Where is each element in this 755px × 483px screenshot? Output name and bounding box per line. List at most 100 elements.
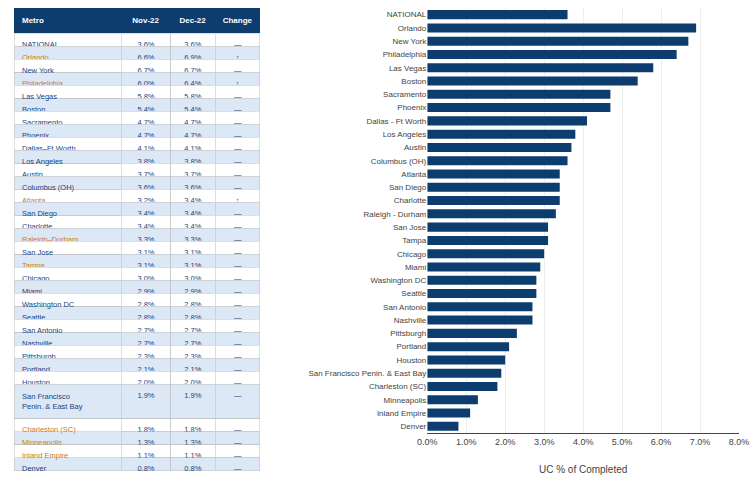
svg-text:0.8%: 0.8%	[137, 464, 154, 473]
svg-text:—: —	[234, 464, 242, 473]
svg-text:Nashville: Nashville	[394, 316, 427, 325]
svg-text:Portland: Portland	[22, 364, 50, 374]
svg-text:Houston: Houston	[396, 356, 426, 365]
svg-text:Columbus (OH): Columbus (OH)	[371, 157, 427, 166]
svg-text:Portland: Portland	[396, 342, 426, 351]
svg-text:4.0%: 4.0%	[573, 437, 594, 447]
svg-text:Raleigh - Durham: Raleigh - Durham	[364, 210, 427, 219]
svg-text:Dallas - Ft Worth: Dallas - Ft Worth	[366, 117, 426, 126]
svg-text:Sacramento: Sacramento	[383, 90, 427, 99]
svg-text:Pittsburgh: Pittsburgh	[390, 329, 426, 338]
svg-text:Nashville: Nashville	[22, 338, 53, 348]
svg-text:NATIONAL: NATIONAL	[22, 39, 59, 49]
svg-text:New York: New York	[22, 66, 54, 75]
svg-text:Chicago: Chicago	[397, 249, 427, 258]
svg-text:4.7%: 4.7%	[137, 130, 155, 140]
svg-text:Austin: Austin	[404, 143, 426, 152]
svg-text:Inland Empire: Inland Empire	[22, 451, 68, 460]
svg-text:Tampa: Tampa	[22, 260, 45, 270]
svg-text:6.6%: 6.6%	[137, 52, 155, 62]
svg-text:Atlanta: Atlanta	[401, 170, 426, 179]
svg-text:6.0%: 6.0%	[651, 437, 672, 447]
svg-text:San Francisco Penin. & East Ba: San Francisco Penin. & East Bay	[308, 369, 426, 378]
svg-text:4.7%: 4.7%	[137, 117, 155, 127]
svg-text:Denver: Denver	[22, 464, 47, 473]
svg-text:—: —	[234, 391, 242, 400]
svg-text:1.9%: 1.9%	[184, 391, 201, 400]
svg-text:Phoenix: Phoenix	[22, 130, 50, 140]
svg-text:Seattle: Seattle	[22, 312, 46, 322]
svg-text:0.8%: 0.8%	[184, 464, 201, 473]
svg-text:3.2%: 3.2%	[137, 195, 155, 205]
svg-text:Las Vegas: Las Vegas	[22, 92, 57, 101]
svg-text:5.0%: 5.0%	[612, 437, 633, 447]
svg-text:San Diego: San Diego	[389, 183, 427, 192]
svg-text:Houston: Houston	[22, 377, 50, 387]
svg-text:Change: Change	[223, 16, 253, 25]
svg-text:3.6%: 3.6%	[137, 182, 155, 192]
svg-text:Washington DC: Washington DC	[371, 276, 427, 285]
svg-text:3.7%: 3.7%	[137, 169, 155, 179]
svg-text:Pittsburgh: Pittsburgh	[22, 351, 56, 361]
svg-text:6.7%: 6.7%	[137, 65, 155, 75]
svg-text:San Antonio: San Antonio	[383, 303, 427, 312]
svg-text:NATIONAL: NATIONAL	[387, 10, 427, 19]
svg-text:San Diego: San Diego	[22, 209, 57, 218]
svg-text:Minneapolis: Minneapolis	[22, 438, 62, 448]
svg-text:Orlando: Orlando	[22, 52, 49, 62]
svg-text:UC % of Completed: UC % of Completed	[539, 464, 627, 475]
svg-text:Los Angeles: Los Angeles	[22, 157, 63, 166]
svg-text:8.0%: 8.0%	[729, 437, 750, 447]
svg-text:3.4%: 3.4%	[137, 221, 155, 231]
svg-text:1.9%: 1.9%	[137, 391, 154, 400]
svg-text:3.8%: 3.8%	[137, 156, 155, 166]
svg-text:Philadelphia: Philadelphia	[22, 78, 63, 88]
svg-text:Las Vegas: Las Vegas	[389, 64, 426, 73]
svg-text:4.1%: 4.1%	[137, 143, 155, 153]
svg-text:Nov-22: Nov-22	[132, 16, 159, 25]
svg-text:Philadelphia: Philadelphia	[383, 50, 427, 59]
svg-text:Charlotte: Charlotte	[394, 196, 427, 205]
svg-text:Metro: Metro	[22, 16, 44, 25]
svg-text:3.3%: 3.3%	[137, 234, 155, 244]
svg-text:Seattle: Seattle	[401, 289, 426, 298]
svg-text:3.4%: 3.4%	[137, 208, 155, 218]
svg-text:San Jose: San Jose	[22, 248, 53, 257]
svg-text:5.4%: 5.4%	[137, 104, 155, 114]
svg-text:San Antonio: San Antonio	[22, 326, 62, 335]
svg-text:Washington DC: Washington DC	[22, 300, 75, 309]
svg-text:Dec-22: Dec-22	[180, 16, 207, 25]
svg-text:Raleigh–Durham: Raleigh–Durham	[22, 234, 79, 244]
svg-text:Charleston (SC): Charleston (SC)	[22, 425, 76, 434]
svg-text:7.0%: 7.0%	[690, 437, 711, 447]
svg-text:2.0%: 2.0%	[495, 437, 516, 447]
svg-text:3.0%: 3.0%	[534, 437, 555, 447]
svg-text:Atlanta: Atlanta	[22, 195, 46, 205]
svg-text:Columbus (OH): Columbus (OH)	[22, 183, 75, 192]
svg-text:Charleston (SC): Charleston (SC)	[369, 382, 427, 391]
svg-text:Phoenix: Phoenix	[397, 103, 426, 112]
svg-text:6.0%: 6.0%	[137, 78, 155, 88]
svg-text:Boston: Boston	[401, 77, 426, 86]
svg-text:Orlando: Orlando	[398, 24, 427, 33]
svg-text:Inland Empire: Inland Empire	[377, 409, 427, 418]
svg-text:Austin: Austin	[22, 169, 43, 179]
svg-text:Minneapolis: Minneapolis	[384, 396, 427, 405]
svg-text:Dallas–Ft Worth: Dallas–Ft Worth	[22, 143, 76, 153]
svg-text:Chicago: Chicago	[22, 273, 50, 283]
svg-text:5.8%: 5.8%	[137, 91, 155, 101]
svg-text:New York: New York	[392, 37, 427, 46]
svg-text:Los Angeles: Los Angeles	[383, 130, 427, 139]
svg-text:Charlotte: Charlotte	[22, 221, 53, 231]
svg-text:Sacramento: Sacramento	[22, 117, 63, 127]
svg-text:San Jose: San Jose	[393, 223, 427, 232]
svg-text:Tampa: Tampa	[402, 236, 427, 245]
svg-text:San FranciscoPenin. & East Bay: San FranciscoPenin. & East Bay	[22, 392, 83, 411]
svg-text:Denver: Denver	[400, 422, 426, 431]
svg-text:3.6%: 3.6%	[137, 39, 155, 49]
svg-text:0.0%: 0.0%	[417, 437, 438, 447]
svg-text:Miami: Miami	[405, 263, 427, 272]
svg-text:Miami: Miami	[22, 286, 42, 296]
svg-text:1.0%: 1.0%	[456, 437, 477, 447]
svg-text:Boston: Boston	[22, 104, 46, 114]
